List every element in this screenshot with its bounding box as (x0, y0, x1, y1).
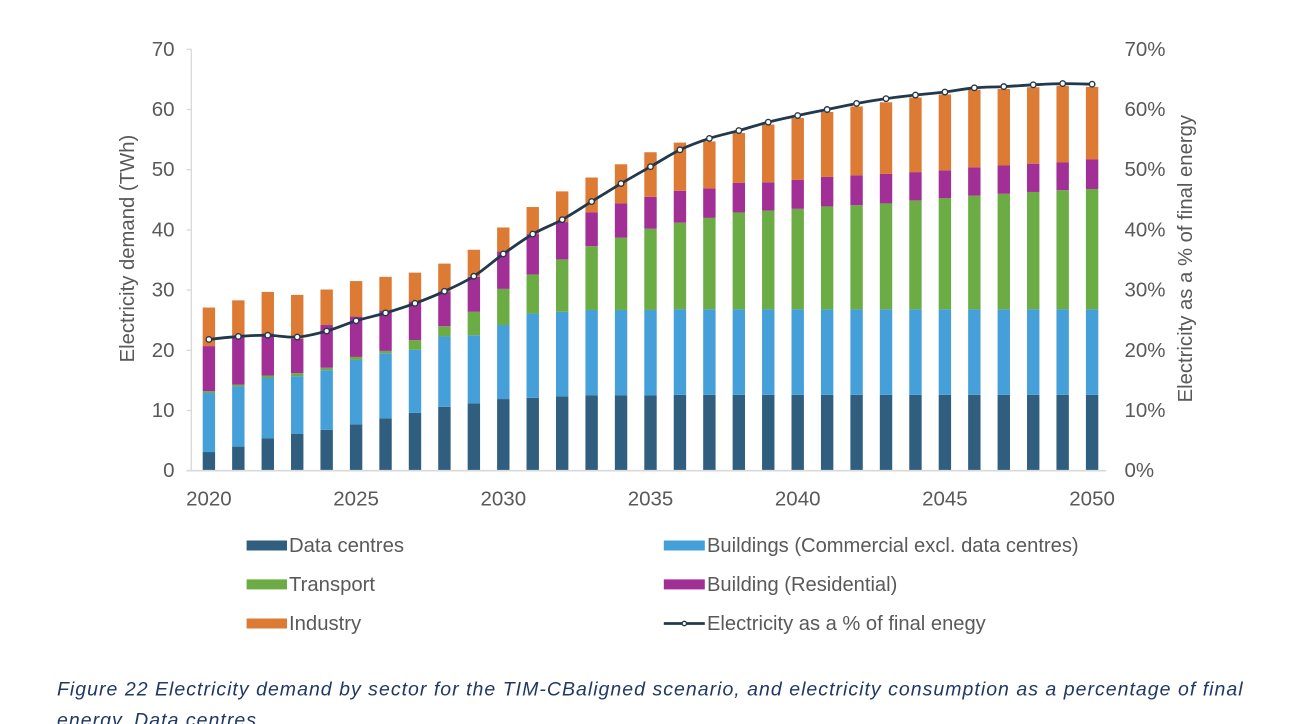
svg-text:60: 60 (152, 98, 175, 121)
svg-text:Electricity as a % of final en: Electricity as a % of final enegy (707, 613, 987, 635)
svg-text:2030: 2030 (480, 488, 526, 511)
svg-text:Figure 22 Electricity demand b: Figure 22 Electricity demand by sector f… (57, 678, 1244, 700)
svg-text:40%: 40% (1125, 218, 1166, 241)
svg-text:2025: 2025 (333, 488, 379, 511)
svg-text:Electricity demand (TWh): Electricity demand (TWh) (117, 135, 139, 363)
svg-text:Data centres: Data centres (289, 535, 404, 557)
svg-text:Building (Residential): Building (Residential) (707, 574, 897, 596)
svg-text:20: 20 (152, 339, 175, 362)
svg-text:2050: 2050 (1069, 488, 1115, 511)
svg-text:2020: 2020 (186, 488, 232, 511)
svg-text:0: 0 (163, 459, 174, 482)
svg-text:50%: 50% (1125, 158, 1166, 181)
svg-text:Transport: Transport (289, 574, 375, 596)
svg-text:0%: 0% (1125, 459, 1155, 482)
svg-text:energy. Data centres: energy. Data centres (57, 709, 257, 724)
svg-text:60%: 60% (1125, 98, 1166, 121)
svg-text:2040: 2040 (775, 488, 821, 511)
svg-text:30: 30 (152, 279, 175, 302)
svg-text:70: 70 (152, 38, 175, 61)
svg-text:2035: 2035 (628, 488, 674, 511)
svg-text:10: 10 (152, 399, 175, 422)
svg-text:50: 50 (152, 158, 175, 181)
svg-text:Buildings (Commercial excl. da: Buildings (Commercial excl. data centres… (707, 535, 1079, 557)
svg-text:40: 40 (152, 218, 175, 241)
svg-text:10%: 10% (1125, 399, 1166, 422)
svg-text:Electricity as a % of final en: Electricity as a % of final energy (1175, 114, 1197, 402)
svg-text:Industry: Industry (289, 613, 362, 635)
svg-text:2045: 2045 (922, 488, 968, 511)
svg-text:30%: 30% (1125, 279, 1166, 302)
svg-text:20%: 20% (1125, 339, 1166, 362)
svg-text:70%: 70% (1125, 38, 1166, 61)
